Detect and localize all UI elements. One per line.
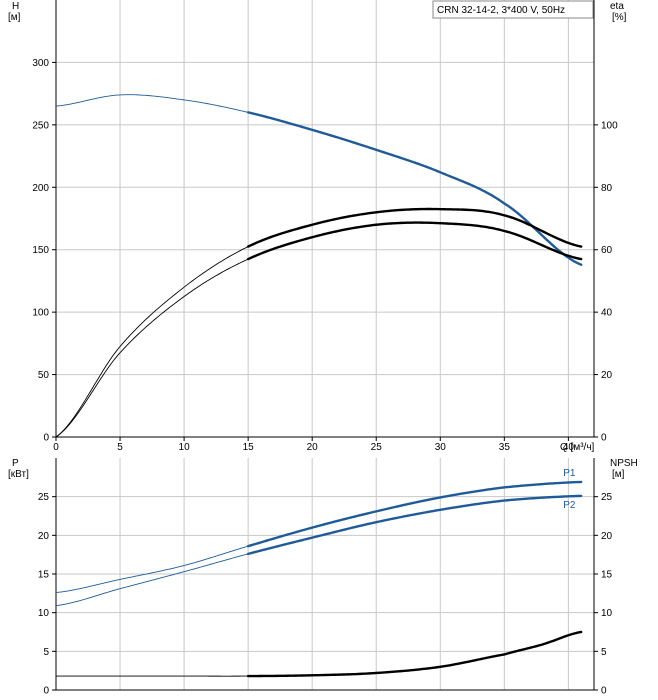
y-axis-label-right: eta bbox=[610, 1, 624, 12]
tick-label-right: 25 bbox=[601, 492, 613, 503]
series-line bbox=[246, 221, 583, 261]
tick-label-left: 20 bbox=[38, 531, 50, 542]
tick-label-x: 35 bbox=[499, 442, 511, 453]
tick-label-right: 20 bbox=[601, 531, 613, 542]
series-label: P2 bbox=[563, 500, 576, 511]
tick-label-right: 5 bbox=[601, 647, 607, 658]
tick-label-right: 40 bbox=[601, 308, 613, 319]
tick-label-left: 5 bbox=[43, 647, 49, 658]
tick-label-x: 0 bbox=[53, 442, 59, 453]
tick-label-right: 80 bbox=[601, 183, 613, 194]
tick-label-left: 200 bbox=[32, 183, 49, 194]
legend-text: CRN 32-14-2, 3*400 V, 50Hz bbox=[437, 5, 565, 16]
tick-label-right: 20 bbox=[601, 370, 613, 381]
tick-label-left: 300 bbox=[32, 58, 49, 69]
tick-label-right: 0 bbox=[601, 433, 607, 444]
tick-label-right: 10 bbox=[601, 608, 613, 619]
tick-label-left: 0 bbox=[43, 686, 49, 697]
tick-label-left: 25 bbox=[38, 492, 50, 503]
y-axis-label-right: [м] bbox=[612, 469, 625, 480]
y-axis-label-left: [кВт] bbox=[8, 469, 29, 480]
y-axis-label-right: [%] bbox=[612, 12, 627, 23]
tick-label-right: 15 bbox=[601, 570, 613, 581]
tick-label-x: 10 bbox=[179, 442, 191, 453]
tick-label-x: 15 bbox=[243, 442, 255, 453]
series-line-thin bbox=[55, 553, 249, 607]
series-line-thin bbox=[55, 545, 249, 594]
tick-label-right: 60 bbox=[601, 245, 613, 256]
series-line-thin bbox=[55, 258, 249, 438]
series-line bbox=[246, 630, 583, 678]
y-axis-label-left: H bbox=[12, 1, 19, 12]
series-line-thin bbox=[55, 94, 249, 113]
series-line bbox=[246, 111, 583, 266]
tick-label-left: 150 bbox=[32, 245, 49, 256]
tick-label-x: 20 bbox=[307, 442, 319, 453]
tick-label-left: 250 bbox=[32, 120, 49, 131]
legend-frame bbox=[432, 0, 594, 19]
tick-label-left: 15 bbox=[38, 570, 50, 581]
tick-label-right: 0 bbox=[601, 686, 607, 697]
y-axis-label-left: [м] bbox=[8, 12, 21, 23]
x-axis-label: Q [м³/ч] bbox=[560, 442, 595, 453]
legend: CRN 32-14-2, 3*400 V, 50Hz bbox=[432, 0, 594, 19]
series-line bbox=[246, 494, 583, 556]
tick-label-x: 40 bbox=[563, 442, 575, 453]
tick-label-left: 100 bbox=[32, 308, 49, 319]
tick-label-left: 50 bbox=[38, 370, 50, 381]
series-line bbox=[246, 480, 583, 548]
y-axis-label-left: P bbox=[12, 458, 19, 469]
tick-label-right: 100 bbox=[601, 120, 618, 131]
tick-label-x: 30 bbox=[435, 442, 447, 453]
head-efficiency-panel: 0 50 100 150 200 250 300 0 20 40 60 80 100 0 5 10 15 20 25… bbox=[8, 0, 627, 453]
y-axis-label-right: NPSH bbox=[610, 458, 638, 469]
series-line bbox=[246, 207, 583, 248]
power-npsh-panel: 0 5 10 15 20 25 0 5 10 15 20 25 P[кВт] NPSH[м] P1 P2 bbox=[8, 458, 638, 697]
series-label: P1 bbox=[563, 468, 576, 479]
tick-label-x: 5 bbox=[117, 442, 123, 453]
tick-label-x: 25 bbox=[371, 442, 383, 453]
series-line-thin bbox=[55, 246, 249, 438]
tick-label-left: 0 bbox=[43, 433, 49, 444]
tick-label-left: 10 bbox=[38, 608, 50, 619]
